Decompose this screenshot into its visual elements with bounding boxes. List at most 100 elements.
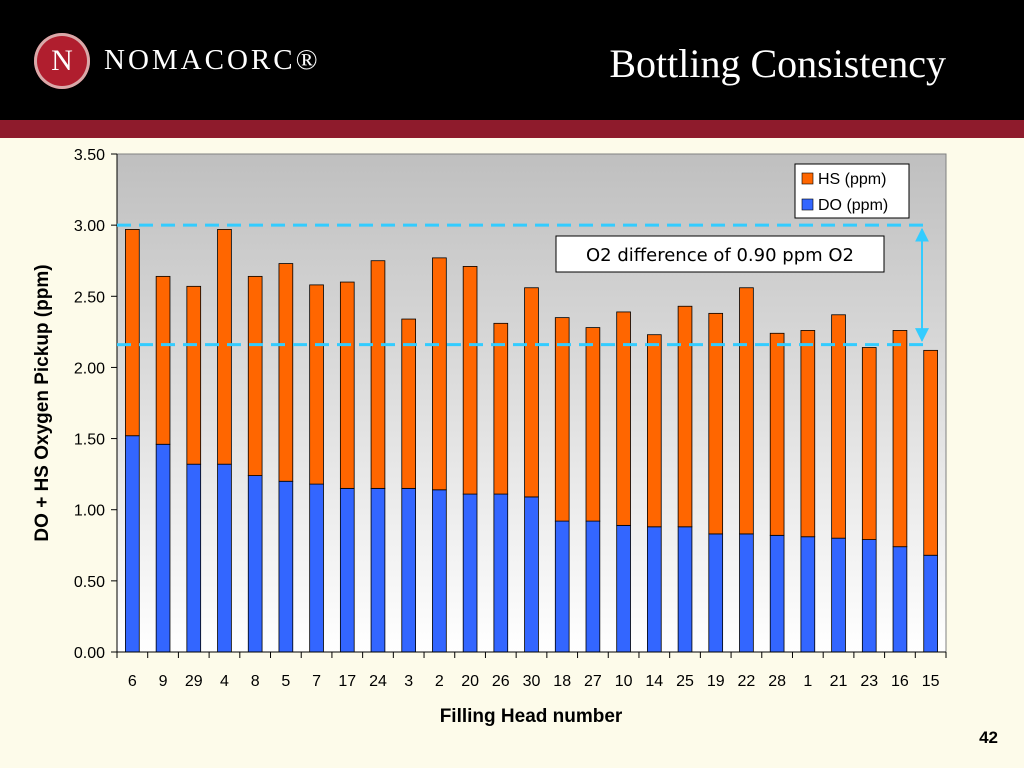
x-tick-label: 18: [553, 673, 571, 690]
legend-label-do: DO (ppm): [818, 197, 888, 214]
bar-hs-head-24: [370, 260, 386, 489]
bar-hs-head-6: [125, 229, 140, 437]
slide-title: Bottling Consistency: [609, 41, 946, 86]
bar-hs-head-20: [462, 266, 478, 495]
bar-hs-head-23: [861, 347, 877, 540]
bar-hs-head-30: [524, 287, 539, 498]
x-tick-label: 20: [461, 673, 479, 690]
bar-do-head-6: [125, 435, 140, 653]
bar-hs-head-22: [739, 287, 754, 535]
x-tick-label: 10: [615, 673, 633, 690]
bar-hs-head-28: [769, 332, 785, 536]
bar-hs-head-19: [708, 312, 724, 535]
x-tick-label: 27: [584, 673, 602, 690]
bar-do-head-4: [217, 463, 232, 653]
legend-box: [794, 163, 910, 219]
x-tick-label: 7: [312, 673, 321, 690]
x-tick-label: 22: [738, 673, 756, 690]
y-tick-label: 0.00: [74, 645, 105, 662]
annotation-box: [555, 235, 885, 273]
bar-hs-head-8: [247, 275, 263, 476]
logo-letter: N: [51, 44, 73, 77]
bar-do-head-28: [769, 534, 785, 653]
bar-hs-head-18: [554, 317, 570, 522]
bar-hs-head-29: [186, 285, 202, 465]
legend: HS (ppm) DO (ppm): [794, 163, 910, 219]
bar-hs-head-5: [278, 263, 294, 482]
x-tick-label: 6: [128, 673, 137, 690]
bar-do-head-27: [585, 520, 601, 653]
x-tick-label: 24: [369, 673, 387, 690]
bar-do-head-8: [247, 475, 263, 653]
header-bar: [0, 0, 1024, 120]
nomacorc-logo-icon: N: [34, 33, 90, 89]
bar-hs-head-10: [616, 311, 631, 526]
y-tick-label: 3.50: [74, 147, 105, 164]
x-tick-label: 4: [220, 673, 229, 690]
bar-do-head-7: [309, 483, 324, 653]
bar-hs-head-26: [493, 322, 509, 495]
bar-hs-head-21: [831, 314, 846, 539]
bar-hs-head-9: [155, 275, 171, 445]
bar-do-head-23: [861, 539, 877, 653]
bar-hs-head-27: [585, 327, 601, 522]
y-tick-label: 1.50: [74, 432, 105, 449]
x-tick-label: 2: [435, 673, 444, 690]
x-tick-label: 5: [281, 673, 290, 690]
x-tick-label: 3: [404, 673, 413, 690]
logo-wordmark: NOMACORC®: [104, 44, 321, 76]
bar-do-head-10: [616, 524, 631, 653]
bar-do-head-25: [677, 526, 693, 653]
bar-hs-head-25: [677, 305, 693, 528]
x-tick-label: 8: [251, 673, 260, 690]
x-tick-label: 14: [645, 673, 663, 690]
axes-group: 6 9 29 4 8 5 7 17 24 3 2 20 26 30 18 27 10 14 25 19 22 28 1 21 2…: [74, 147, 947, 690]
legend-swatch-hs: [801, 172, 814, 185]
bar-do-head-17: [339, 487, 355, 653]
annotation-group: O2 difference of 0.90 ppm O2: [117, 223, 929, 347]
y-tick-label: 2.00: [74, 360, 105, 377]
bar-hs-head-15: [923, 349, 938, 556]
bar-do-head-1: [800, 536, 816, 653]
stacked-bar-chart: 6 9 29 4 8 5 7 17 24 3 2 20 26 30 18 27 10 14 25 19 22 28 1 21 2…: [32, 147, 947, 727]
legend-label-hs: HS (ppm): [818, 171, 886, 188]
x-tick-label: 28: [768, 673, 786, 690]
x-tick-label: 30: [523, 673, 541, 690]
bars-group: [125, 229, 938, 653]
bar-do-head-19: [708, 533, 724, 653]
bar-do-head-15: [923, 554, 938, 653]
x-tick-label: 29: [185, 673, 203, 690]
x-tick-label: 26: [492, 673, 510, 690]
y-axis-title: DO + HS Oxygen Pickup (ppm): [32, 264, 53, 541]
annotation-text: O2 difference of 0.90 ppm O2: [586, 245, 854, 266]
bar-do-head-29: [186, 463, 202, 653]
bar-hs-head-4: [217, 229, 232, 465]
y-tick-label: 0.50: [74, 574, 105, 591]
bar-hs-head-1: [800, 330, 816, 538]
x-tick-label: 23: [860, 673, 878, 690]
bar-do-head-24: [370, 487, 386, 653]
bar-do-head-18: [554, 520, 570, 653]
x-tick-label: 9: [159, 673, 168, 690]
y-tick-label: 1.00: [74, 503, 105, 520]
bar-do-head-22: [739, 533, 754, 653]
bar-hs-head-16: [892, 330, 908, 548]
bar-do-head-26: [493, 493, 509, 653]
page-number: 42: [979, 728, 998, 747]
x-tick-label: 21: [830, 673, 848, 690]
bar-do-head-16: [892, 546, 908, 653]
x-tick-label: 25: [676, 673, 694, 690]
bar-hs-head-17: [339, 281, 355, 489]
legend-swatch-do: [801, 198, 814, 211]
bar-do-head-14: [647, 526, 662, 653]
y-tick-label: 2.50: [74, 289, 105, 306]
y-tick-label: 3.00: [74, 218, 105, 235]
bar-hs-head-3: [401, 318, 416, 489]
x-tick-label: 16: [891, 673, 909, 690]
bar-do-head-2: [432, 489, 447, 653]
bar-do-head-30: [524, 496, 539, 653]
bar-hs-head-7: [309, 284, 324, 485]
header-accent-band: [0, 120, 1024, 138]
x-tick-label: 17: [338, 673, 356, 690]
bar-hs-head-14: [647, 334, 662, 528]
